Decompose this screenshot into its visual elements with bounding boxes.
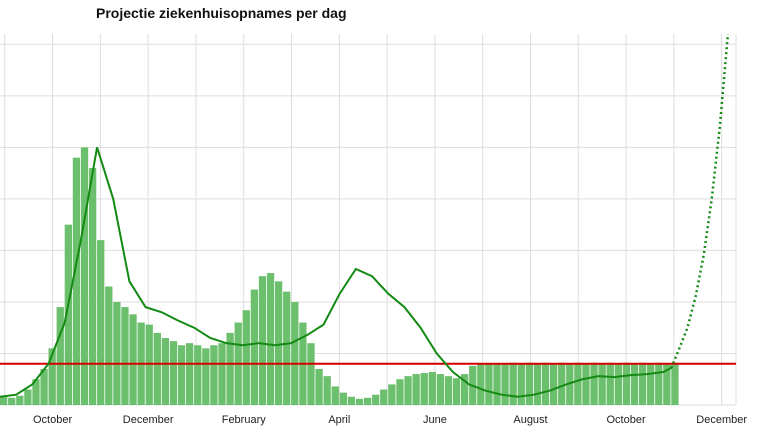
bar bbox=[242, 310, 250, 405]
bar bbox=[606, 362, 614, 405]
bar bbox=[388, 384, 396, 405]
bar bbox=[210, 345, 218, 405]
bar bbox=[436, 374, 445, 405]
bar bbox=[630, 363, 639, 405]
bar bbox=[283, 291, 291, 405]
bar bbox=[16, 395, 24, 405]
x-tick-label: October bbox=[607, 414, 646, 426]
x-tick-label: August bbox=[513, 414, 547, 426]
bar bbox=[509, 362, 517, 405]
chart-title: Projectie ziekenhuisopnames per dag bbox=[96, 5, 347, 21]
bars bbox=[0, 147, 679, 405]
bar bbox=[574, 362, 582, 405]
bar bbox=[404, 376, 412, 405]
bar bbox=[663, 363, 671, 405]
bar bbox=[274, 281, 283, 405]
bar bbox=[622, 362, 631, 405]
bar bbox=[226, 332, 234, 405]
bar bbox=[655, 362, 663, 405]
x-tick-label: February bbox=[222, 414, 267, 426]
bar bbox=[72, 157, 81, 405]
bar bbox=[64, 224, 72, 405]
bar bbox=[266, 273, 275, 405]
bar bbox=[153, 332, 161, 405]
bar bbox=[250, 289, 259, 405]
bar bbox=[558, 362, 566, 405]
bar bbox=[80, 147, 89, 405]
x-axis-ticks: October December February April June August Oc… bbox=[33, 414, 747, 426]
bar bbox=[549, 363, 558, 405]
bar bbox=[671, 362, 679, 405]
bar bbox=[412, 374, 420, 405]
bar bbox=[396, 379, 404, 405]
bar bbox=[339, 392, 347, 405]
bar bbox=[40, 368, 48, 405]
bar bbox=[477, 363, 485, 405]
bar bbox=[121, 307, 129, 405]
bar bbox=[647, 363, 655, 405]
x-tick-label: June bbox=[423, 414, 447, 426]
bar bbox=[533, 363, 542, 405]
bar bbox=[88, 167, 97, 405]
x-tick-label: April bbox=[328, 414, 350, 426]
bar bbox=[638, 362, 647, 405]
bar bbox=[258, 276, 267, 405]
bar bbox=[444, 376, 453, 405]
bar bbox=[541, 362, 550, 405]
bar bbox=[161, 338, 170, 405]
bar bbox=[525, 362, 534, 405]
bar bbox=[380, 389, 388, 405]
bar bbox=[177, 345, 186, 405]
x-tick-label: December bbox=[123, 414, 174, 426]
bar bbox=[614, 363, 622, 405]
bar bbox=[590, 362, 598, 405]
trend-lines bbox=[0, 33, 736, 398]
bar bbox=[323, 376, 331, 405]
bar bbox=[97, 240, 105, 405]
bar bbox=[169, 341, 178, 405]
projection-line bbox=[670, 33, 730, 369]
bar bbox=[56, 307, 64, 405]
bar bbox=[48, 348, 56, 405]
bar bbox=[517, 363, 525, 405]
bar bbox=[194, 345, 202, 405]
x-tick-label: December bbox=[696, 414, 747, 426]
bar bbox=[501, 363, 509, 405]
bar bbox=[428, 372, 436, 405]
bar bbox=[291, 301, 299, 405]
x-tick-label: October bbox=[33, 414, 72, 426]
bar bbox=[331, 386, 339, 405]
bar bbox=[145, 324, 153, 405]
bar bbox=[355, 398, 364, 405]
bar bbox=[582, 363, 590, 405]
bar bbox=[113, 301, 121, 405]
bar bbox=[186, 343, 194, 405]
bar bbox=[566, 363, 574, 405]
bar bbox=[347, 396, 356, 405]
bar bbox=[129, 314, 137, 405]
bar bbox=[307, 343, 315, 405]
bar bbox=[202, 348, 210, 405]
bar bbox=[315, 368, 323, 405]
bar bbox=[372, 394, 380, 405]
bar bbox=[485, 363, 493, 405]
bar bbox=[218, 343, 226, 405]
bar bbox=[452, 378, 461, 405]
bar bbox=[461, 374, 469, 405]
bar bbox=[0, 396, 8, 405]
bar bbox=[420, 373, 428, 405]
bar bbox=[363, 397, 372, 405]
bar bbox=[8, 397, 16, 405]
trend-line bbox=[0, 147, 672, 398]
bar bbox=[493, 363, 501, 405]
bar bbox=[32, 379, 40, 405]
bar bbox=[24, 389, 32, 405]
bar bbox=[598, 363, 606, 405]
bar bbox=[105, 286, 113, 405]
